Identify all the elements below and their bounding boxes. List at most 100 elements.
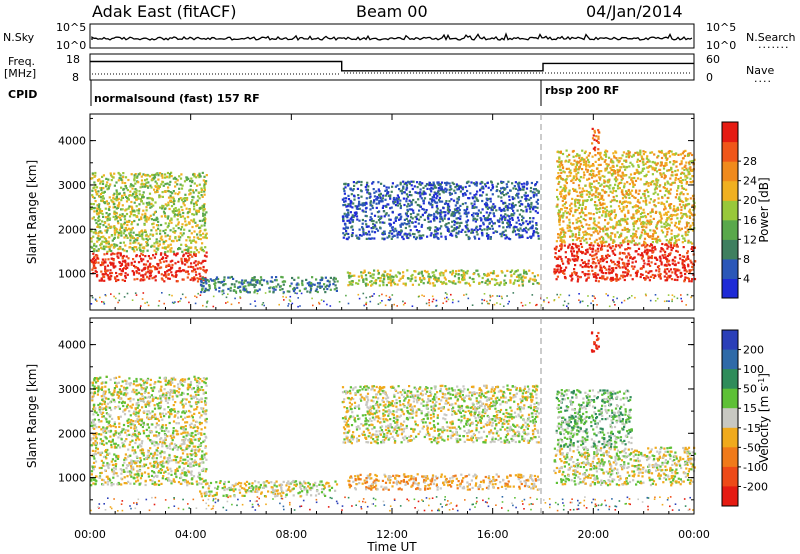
power-cell xyxy=(586,233,589,236)
power-cell xyxy=(369,275,372,278)
power-cell xyxy=(198,183,201,186)
power-cell xyxy=(420,225,423,228)
power-cell xyxy=(130,213,133,216)
power-cell xyxy=(511,197,514,201)
power-cell xyxy=(416,203,419,207)
power-cell xyxy=(168,174,171,178)
power-cell xyxy=(504,274,507,277)
power-cell xyxy=(378,284,381,287)
power-cell xyxy=(125,208,128,211)
power-cell xyxy=(675,274,678,277)
power-cell xyxy=(119,226,122,229)
power-cell xyxy=(192,173,195,176)
power-cell xyxy=(364,282,367,285)
power-cell xyxy=(576,244,579,247)
power-cell xyxy=(439,212,442,215)
power-cell xyxy=(195,189,198,192)
power-cell xyxy=(394,274,397,277)
power-cell xyxy=(348,281,351,284)
power-cell xyxy=(481,185,484,189)
power-cell xyxy=(481,234,484,237)
power-cell xyxy=(475,181,478,184)
power-cell xyxy=(465,226,468,229)
power-cell xyxy=(495,230,499,233)
power-cell xyxy=(177,223,180,226)
power-cell xyxy=(643,190,646,193)
power-cell xyxy=(108,196,111,199)
power-cell xyxy=(115,191,119,194)
power-cell xyxy=(349,217,352,220)
power-cell xyxy=(366,181,369,184)
power-cell xyxy=(408,181,411,184)
power-cell xyxy=(487,197,490,201)
power-cell xyxy=(597,262,600,265)
power-cell xyxy=(420,197,423,200)
power-cell xyxy=(683,280,686,283)
power-cell xyxy=(606,249,609,252)
power-cell xyxy=(619,277,622,280)
power-cell xyxy=(369,195,372,198)
power-cell xyxy=(649,249,652,252)
power-cell xyxy=(686,225,689,228)
power-cell xyxy=(580,245,584,248)
power-cell xyxy=(130,173,133,176)
power-cell xyxy=(492,270,495,273)
power-cell xyxy=(559,244,562,247)
power-cell xyxy=(174,207,177,210)
power-cell xyxy=(390,190,393,193)
power-cell xyxy=(537,235,540,238)
power-cell xyxy=(577,161,581,164)
power-cell xyxy=(382,281,385,284)
power-cell xyxy=(604,257,607,260)
power-cell xyxy=(461,274,464,277)
power-cell xyxy=(581,265,584,269)
power-cell xyxy=(574,198,577,201)
power-cell xyxy=(578,178,581,181)
power-cell xyxy=(378,199,381,203)
power-cell xyxy=(613,209,616,212)
power-cell xyxy=(446,228,449,231)
power-cell xyxy=(616,164,619,167)
power-cell xyxy=(640,273,643,276)
power-cell xyxy=(425,209,428,212)
power-cell xyxy=(686,222,689,225)
power-cell xyxy=(118,231,121,234)
power-cell xyxy=(594,160,597,163)
power-cell xyxy=(350,234,354,237)
power-cell xyxy=(524,205,527,208)
power-cell xyxy=(125,187,128,190)
power-cell xyxy=(502,215,505,218)
power-cell xyxy=(376,198,379,201)
power-cell xyxy=(183,228,186,231)
power-cell xyxy=(589,212,592,215)
power-cell xyxy=(645,180,648,184)
power-cell xyxy=(677,187,680,190)
power-cell xyxy=(157,187,160,190)
power-cell xyxy=(531,278,534,281)
power-cell xyxy=(428,193,432,196)
power-cell xyxy=(529,227,532,230)
power-cell xyxy=(646,219,649,222)
power-cell xyxy=(636,158,639,161)
power-cell xyxy=(573,255,576,258)
power-cell xyxy=(112,262,115,265)
power-cell xyxy=(643,175,646,178)
power-cell xyxy=(199,229,202,232)
power-cell xyxy=(629,191,632,194)
power-cell xyxy=(645,226,648,229)
power-cell xyxy=(274,288,277,291)
power-cell xyxy=(685,181,689,184)
power-cell xyxy=(180,173,183,176)
power-cell xyxy=(392,202,395,205)
power-cell xyxy=(633,205,636,208)
power-cell xyxy=(674,268,677,271)
power-cell xyxy=(618,181,622,185)
power-cell xyxy=(138,190,141,193)
power-cell xyxy=(255,289,258,292)
power-cell xyxy=(165,264,168,267)
power-cell xyxy=(405,193,408,196)
power-cell xyxy=(160,266,163,269)
power-cell xyxy=(437,212,440,215)
power-cell xyxy=(655,269,658,272)
power-cell xyxy=(405,184,408,187)
